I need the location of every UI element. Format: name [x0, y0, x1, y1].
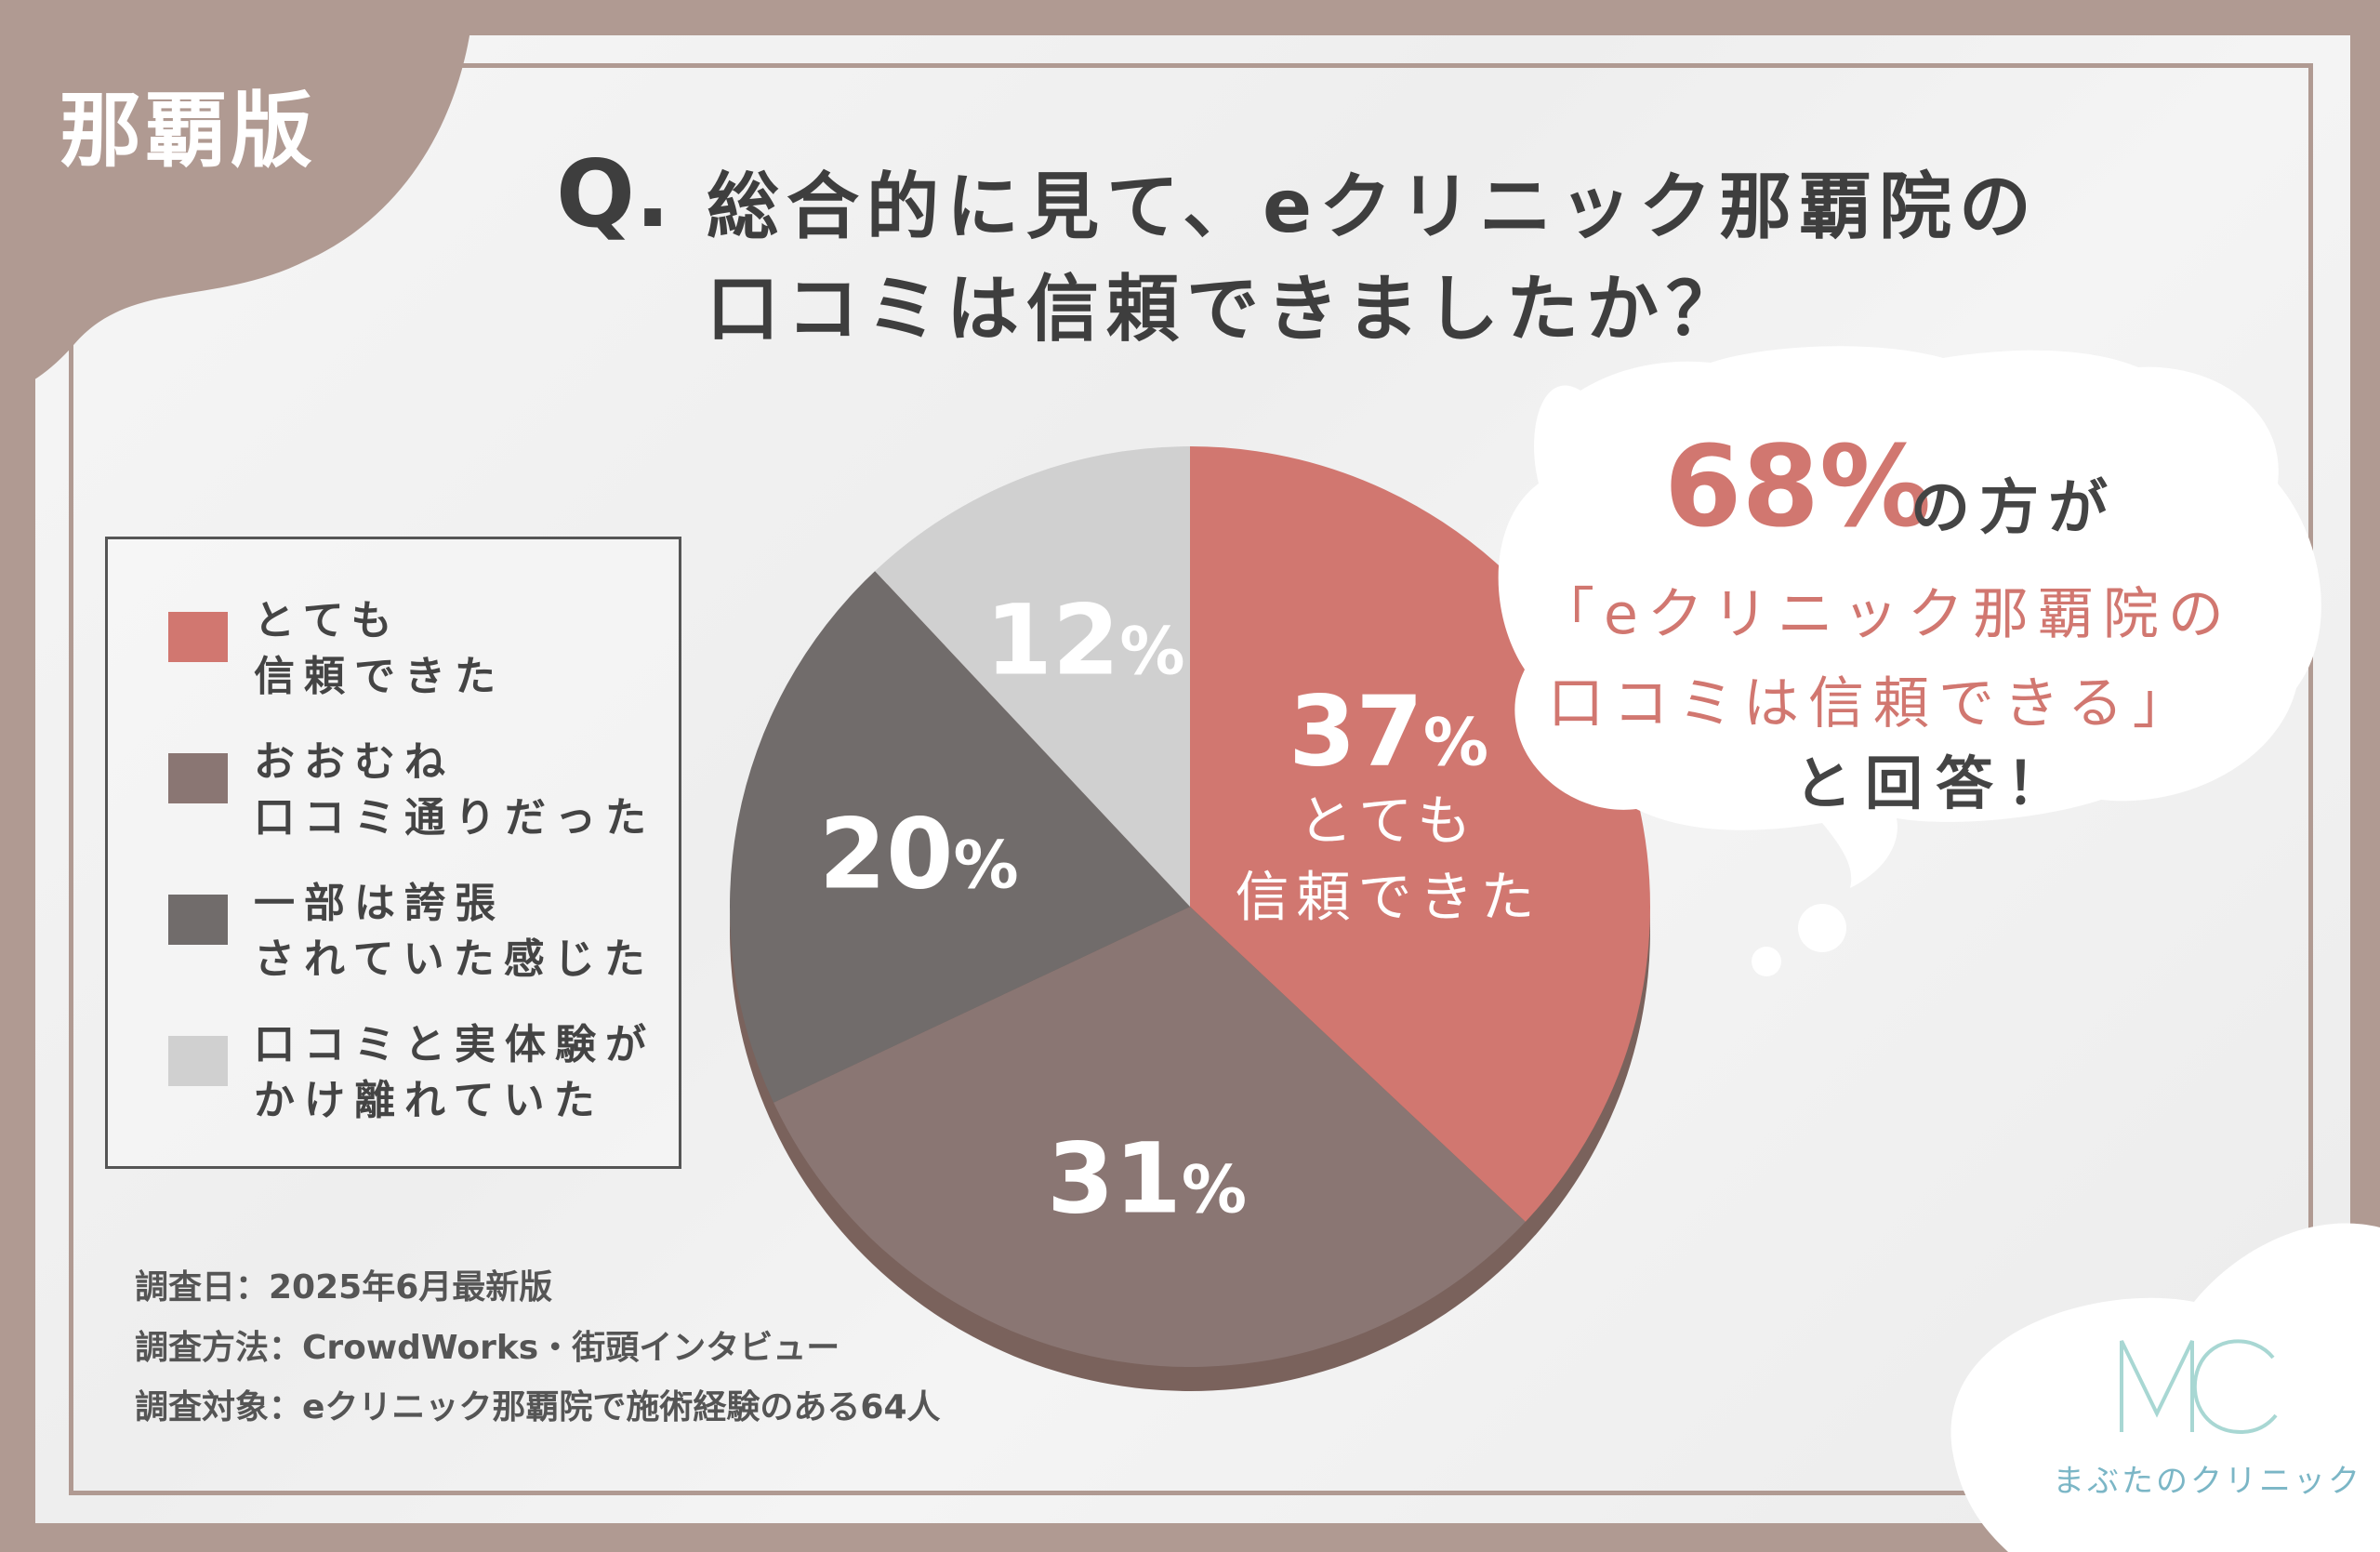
legend-label: 口コミと実体験が かけ離れていた: [254, 1021, 655, 1124]
legend: とても 信頼できた おおむね 口コミ通りだった 一部は誇張 されていた感じた 口…: [105, 537, 681, 1169]
svg-text:MC: MC: [2110, 1330, 2112, 1331]
legend-label: とても 信頼できた: [254, 597, 505, 700]
pie-slice-caption: 信頼できた: [1236, 866, 1542, 929]
question-title-line-1: 総合的に見て、eクリニック那覇院の: [707, 166, 2040, 249]
bubble-dot-large: [1798, 904, 1846, 952]
bubble-shape: [1498, 346, 2321, 888]
callout-line-4: と回答！: [1794, 749, 2078, 817]
pie-slice-partly-exaggerated: [729, 571, 1190, 1103]
legend-swatch: [168, 753, 228, 803]
inner-frame: [69, 63, 2313, 1495]
pie-slice-value-label: 12%: [985, 584, 1185, 697]
legend-item-partly-exaggerated: 一部は誇張 されていた感じた: [168, 876, 670, 997]
pie-slice-mostly-as-reviewed: [774, 907, 1526, 1367]
pie-slice-value-label: 37%: [1289, 675, 1488, 789]
legend-swatch: [168, 895, 228, 945]
legend-item-differed: 口コミと実体験が かけ離れていた: [168, 1017, 670, 1138]
callout-line-3: 口コミは信頼できる」: [1548, 671, 2198, 736]
legend-swatch: [168, 612, 228, 662]
callout-line-2: 「eクリニック那覇院の: [1539, 582, 2233, 647]
pie-slice-differed: [875, 446, 1190, 907]
survey-method: 調査方法：CrowdWorks・街頭インタビュー: [135, 1329, 840, 1367]
corner-blob: [0, 0, 474, 395]
pie-slice-value-label: 31%: [1047, 1121, 1247, 1235]
legend-swatch: [168, 1036, 228, 1086]
legend-label: おおむね 口コミ通りだった: [254, 738, 655, 842]
legend-item-very-trustworthy: とても 信頼できた: [168, 593, 670, 714]
bubble-dot-small: [1752, 947, 1781, 976]
question-mark: Q.: [556, 139, 670, 248]
legend-label: 一部は誇張 されていた感じた: [254, 880, 654, 983]
legend-item-mostly-as-reviewed: おおむね 口コミ通りだった: [168, 735, 670, 856]
survey-date: 調査日：2025年6月最新版: [135, 1268, 553, 1307]
question-title-line-2: 口コミは信頼できましたか？: [707, 268, 1747, 352]
brand-logo-icon: MC: [2110, 1330, 2278, 1435]
survey-target: 調査対象：eクリニック那覇院で施術経験のある64人: [135, 1388, 941, 1426]
callout-percent: 68%: [1664, 423, 1932, 552]
pie-slice-value-label: 20%: [819, 797, 1019, 910]
brand-name: まぶたのクリニック: [2053, 1463, 2362, 1500]
region-badge: 那覇版: [60, 83, 317, 179]
callout-line-1: の方が: [1911, 474, 2117, 543]
pie-slice-caption: とても: [1299, 789, 1478, 853]
